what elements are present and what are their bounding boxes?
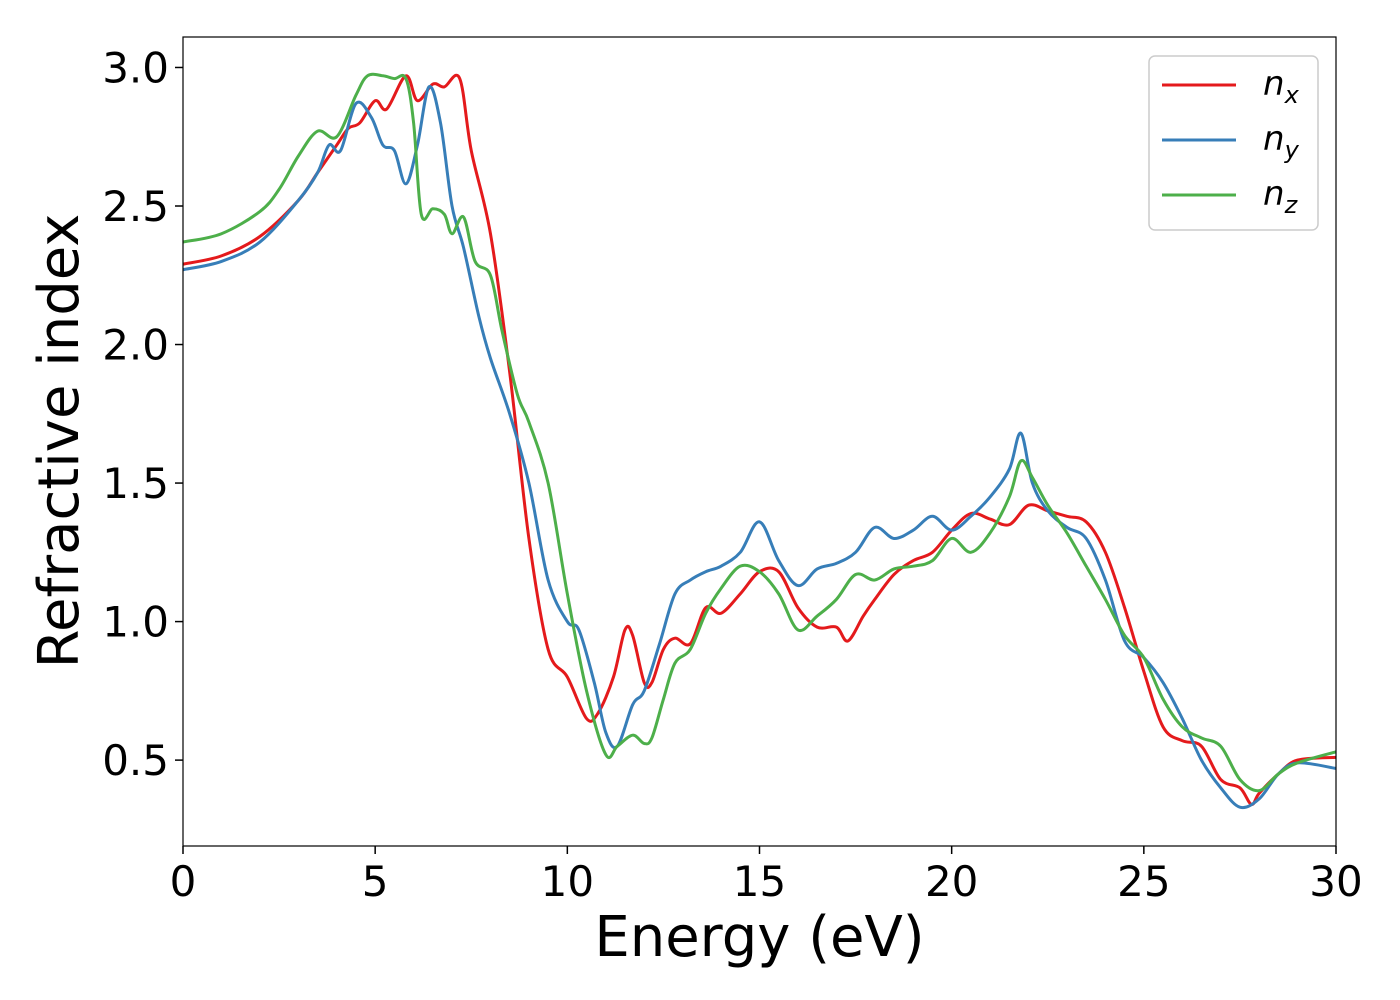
series-layer: [183, 72, 1336, 810]
x-axis-label: Energy (eV): [594, 905, 924, 970]
series-line-y: [183, 85, 1336, 810]
x-tick-label: 20: [925, 857, 978, 906]
series-line-z: [183, 72, 1336, 793]
series-line-x: [183, 73, 1336, 806]
x-tick-label: 10: [541, 857, 594, 906]
y-tick-label: 1.5: [102, 459, 169, 508]
x-axis-ticks: 0 5 10 15 20 25 30: [170, 846, 1363, 906]
y-tick-label: 3.0: [102, 43, 169, 92]
x-tick-label: 0: [170, 857, 197, 906]
y-tick-label: 2.0: [102, 321, 169, 370]
y-tick-label: 1.0: [102, 598, 169, 647]
x-tick-label: 30: [1309, 857, 1362, 906]
x-tick-label: 25: [1117, 857, 1170, 906]
x-tick-label: 15: [733, 857, 786, 906]
legend-box: [1148, 55, 1319, 231]
y-axis-label: Refractive index: [27, 214, 92, 669]
y-tick-label: 0.5: [102, 736, 169, 785]
x-tick-label: 5: [362, 857, 389, 906]
y-axis-ticks: 0.5 1.0 1.5 2.0 2.5 3.0: [102, 43, 183, 785]
y-tick-label: 2.5: [102, 182, 169, 231]
